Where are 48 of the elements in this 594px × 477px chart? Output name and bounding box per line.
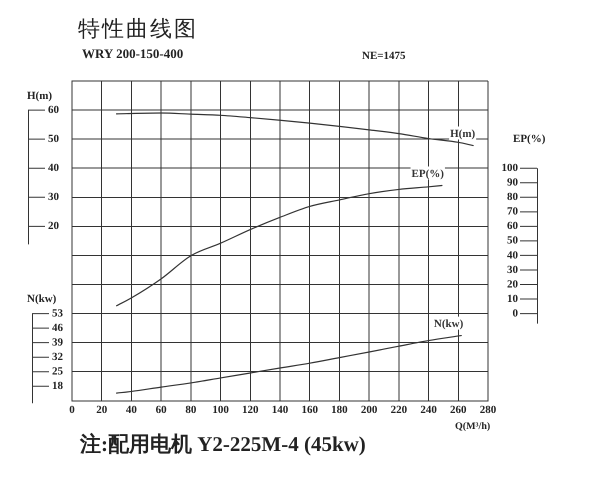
y2-tick-label: 60 — [507, 220, 518, 232]
y3-tick-label: 25 — [52, 366, 64, 378]
x-tick-label: 200 — [360, 404, 378, 416]
y2-tick-label: 80 — [507, 191, 518, 204]
y-tick-label: 50 — [48, 132, 60, 145]
y2-tick-label: 70 — [507, 206, 518, 218]
x-tick-label: 220 — [390, 404, 408, 416]
x-tick-label: 120 — [242, 404, 260, 416]
series-label: N(kw) — [434, 318, 464, 330]
series-label: EP(%) — [412, 168, 444, 180]
x-tick-label: 20 — [96, 404, 108, 416]
x-tick-label: 80 — [185, 404, 197, 416]
y3-tick-label: 32 — [52, 351, 64, 364]
x-tick-label: 260 — [450, 404, 468, 416]
x-axis-title: Q(M³/h) — [455, 421, 490, 432]
series-label: H(m) — [450, 128, 476, 140]
y2-tick-label: 20 — [507, 278, 518, 290]
y2-tick-label: 50 — [507, 234, 518, 247]
x-tick-label: 280 — [480, 404, 497, 416]
y2-axis-title: EP(%) — [513, 133, 546, 145]
x-tick-label: 60 — [156, 404, 168, 416]
y3-tick-label: 46 — [52, 322, 64, 334]
chart-subtitle: WRY 200-150-400 — [82, 46, 184, 62]
y-tick-label: 60 — [48, 104, 60, 116]
y2-tick-label: 40 — [507, 249, 518, 262]
y2-tick-label: 100 — [502, 162, 518, 174]
text: NE=1475 — [362, 50, 406, 62]
x-tick-label: 140 — [272, 404, 289, 416]
text: 注:配用电机 Y2-225M-4 (45kw) — [80, 431, 366, 458]
x-tick-label: 180 — [331, 404, 348, 416]
y-tick-label: 30 — [48, 191, 60, 204]
y3-tick-label: 18 — [52, 380, 64, 392]
y3-tick-label: 53 — [52, 307, 64, 320]
x-tick-label: 0 — [69, 404, 76, 416]
x-tick-label: 100 — [212, 404, 230, 416]
y2-tick-label: 10 — [507, 292, 518, 305]
x-tick-label: 160 — [301, 404, 318, 416]
y-axis-title: H(m) — [27, 90, 52, 102]
y2-tick-label: 30 — [507, 264, 518, 276]
y-tick-label: 40 — [48, 162, 60, 174]
y3-axis-title: N(kw) — [27, 293, 56, 305]
y3-tick-label: 39 — [52, 336, 64, 348]
y-tick-label: 20 — [48, 220, 60, 232]
x-tick-label: 40 — [126, 404, 138, 416]
chart-title: 特性曲线图 — [78, 16, 198, 44]
y2-tick-label: 90 — [507, 176, 518, 189]
x-tick-label: 240 — [420, 404, 438, 416]
y2-tick-label: 0 — [512, 307, 518, 320]
